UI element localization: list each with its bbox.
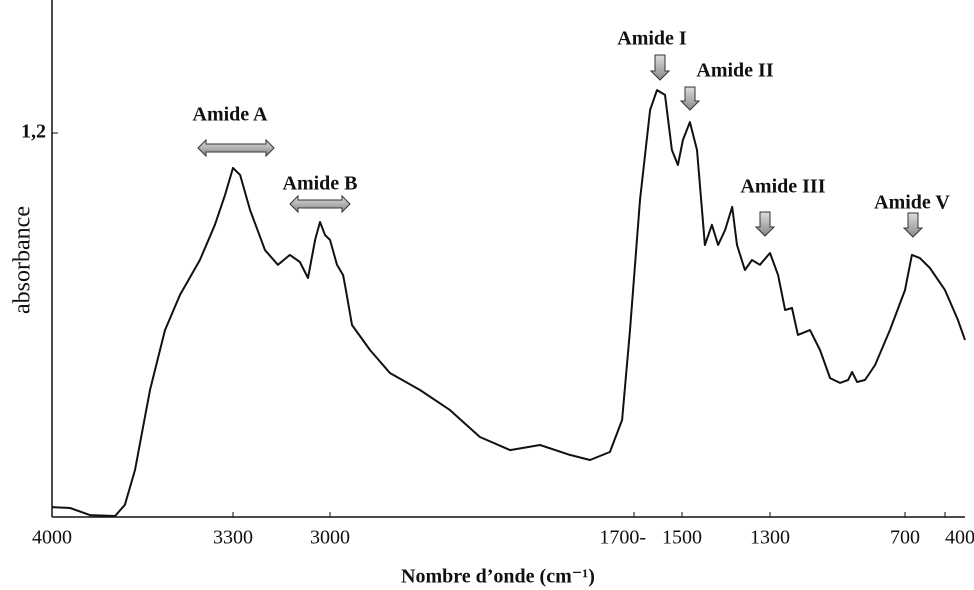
- annotation-arrow: [197, 138, 275, 158]
- y-axis-title: absorbance: [10, 206, 36, 314]
- x-tick-label: 4000: [32, 527, 72, 549]
- annotation: Amide II: [696, 60, 773, 82]
- annotation-arrow: [289, 194, 351, 214]
- x-tick-label: 700: [890, 527, 920, 549]
- annotation: Amide A: [193, 104, 269, 126]
- x-tick-label: 400: [945, 527, 974, 549]
- annotation-arrow: [902, 212, 924, 238]
- annotation: Amide I: [617, 28, 687, 50]
- annotation: Amide V: [874, 192, 950, 214]
- x-tick-label: 3300: [213, 527, 253, 549]
- annotation-arrow: [754, 211, 776, 237]
- x-axis-title: Nombre d’onde (cm⁻¹): [401, 566, 595, 588]
- annotation: Amide B: [283, 173, 358, 195]
- x-tick-label: 3000: [310, 527, 350, 549]
- x-tick-label: 1300: [750, 527, 790, 549]
- x-tick-label: 1500: [662, 527, 702, 549]
- y-tick-label: 1,2: [21, 121, 46, 143]
- annotation: Amide III: [740, 176, 825, 198]
- annotation-arrow: [679, 86, 701, 111]
- x-tick-label: 1700-: [599, 527, 646, 549]
- annotation-arrow: [649, 54, 671, 81]
- spectrum-line: [51, 89, 966, 517]
